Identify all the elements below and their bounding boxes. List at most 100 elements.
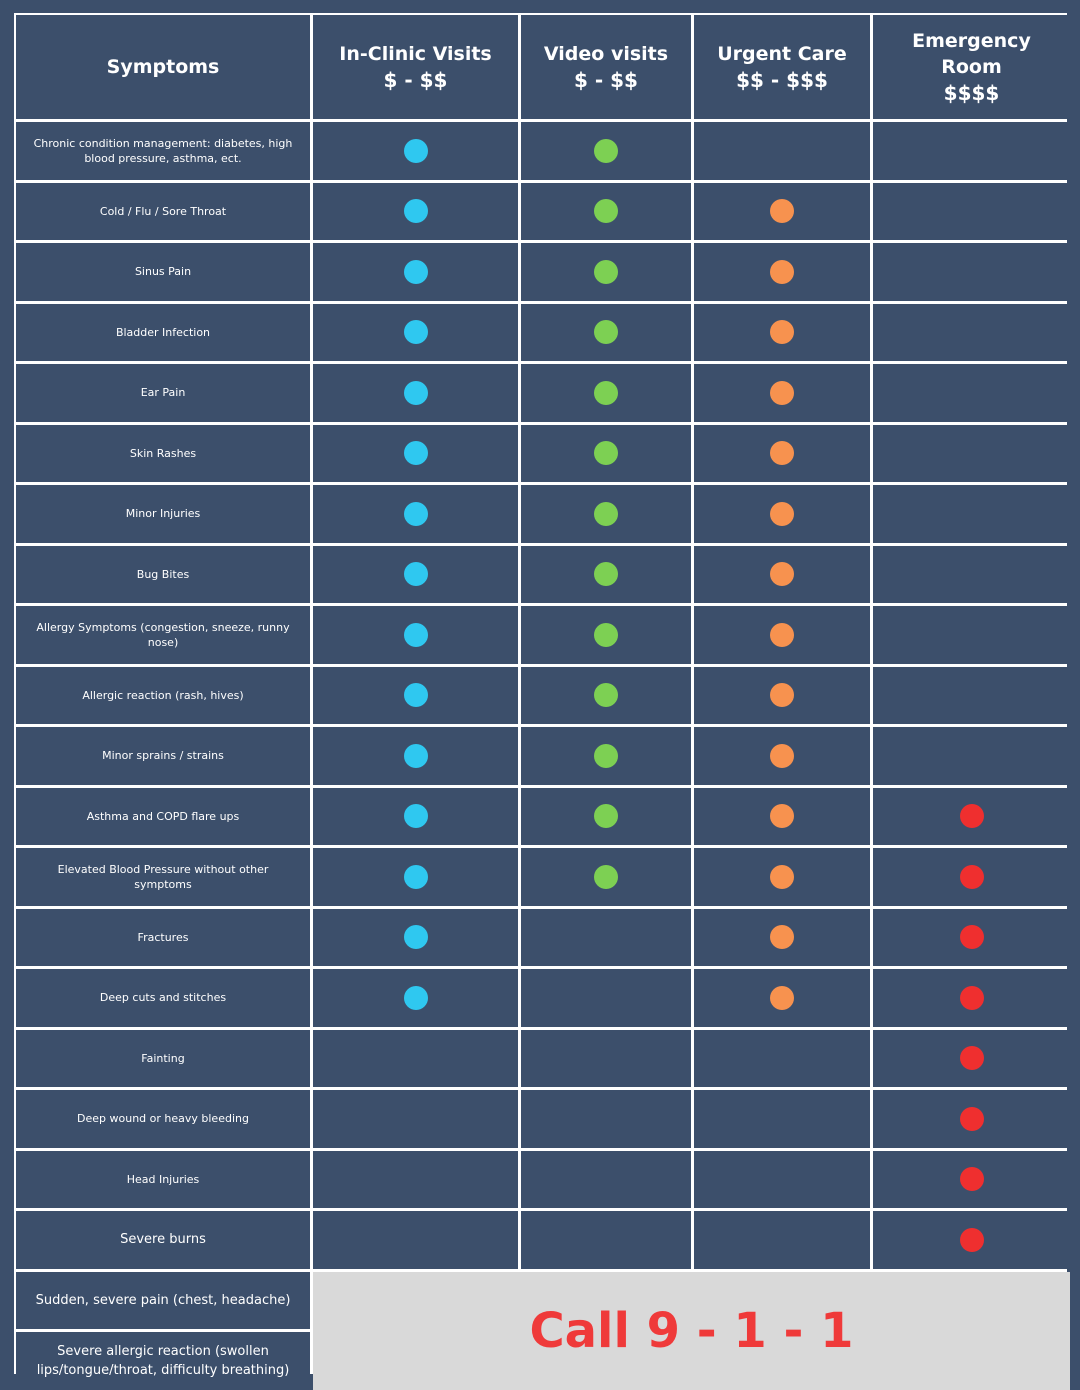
care-cell-urgent-care	[694, 182, 870, 240]
symptom-label: Cold / Flu / Sore Throat	[99, 204, 227, 218]
emergency-room-available-dot-icon	[959, 1046, 984, 1071]
care-cell-emergency-room	[873, 787, 1070, 845]
care-cell-emergency-room	[873, 1090, 1070, 1148]
symptom-label: Ear Pain	[140, 386, 186, 400]
emergency-symptom-cell: Sudden, severe pain (chest, headache)	[16, 1271, 310, 1329]
symptom-label: Deep wound or heavy bleeding	[77, 1112, 249, 1126]
care-cell-video	[521, 666, 691, 724]
symptom-cell: Fainting	[16, 1029, 310, 1087]
header-in-clinic-price: $ - $$	[383, 68, 448, 92]
care-options-table-frame: Symptoms In-Clinic Visits $ - $$ Video v…	[14, 13, 1070, 1390]
header-symptoms: Symptoms	[16, 15, 310, 119]
care-cell-urgent-care	[694, 122, 870, 180]
symptom-label: Sinus Pain	[134, 265, 192, 279]
care-cell-in-clinic	[313, 303, 518, 361]
care-cell-emergency-room	[873, 424, 1070, 482]
care-cell-in-clinic	[313, 545, 518, 603]
care-cell-urgent-care	[694, 848, 870, 906]
care-cell-in-clinic	[313, 122, 518, 180]
care-cell-urgent-care	[694, 1090, 870, 1148]
emergency-room-available-dot-icon	[959, 804, 984, 829]
emergency-symptom-cell: Severe allergic reaction (swollen lips/t…	[16, 1332, 310, 1390]
urgent-care-available-dot-icon	[770, 562, 794, 587]
urgent-care-available-dot-icon	[770, 501, 794, 526]
symptom-cell: Minor Injuries	[16, 485, 310, 543]
symptom-label: Bug Bites	[136, 567, 190, 581]
urgent-care-available-dot-icon	[770, 380, 794, 405]
care-cell-urgent-care	[694, 364, 870, 422]
care-cell-video	[521, 848, 691, 906]
in-clinic-available-dot-icon	[403, 259, 428, 284]
urgent-care-available-dot-icon	[770, 985, 794, 1010]
in-clinic-available-dot-icon	[403, 501, 428, 526]
in-clinic-available-dot-icon	[403, 743, 428, 768]
video-available-dot-icon	[594, 501, 618, 526]
care-cell-emergency-room	[873, 303, 1070, 361]
video-available-dot-icon	[594, 441, 618, 466]
symptom-label: Deep cuts and stitches	[99, 991, 227, 1005]
care-cell-urgent-care	[694, 303, 870, 361]
care-cell-urgent-care	[694, 787, 870, 845]
care-cell-video	[521, 1090, 691, 1148]
urgent-care-available-dot-icon	[770, 259, 794, 284]
emergency-room-available-dot-icon	[959, 985, 984, 1010]
care-cell-emergency-room	[873, 485, 1070, 543]
care-cell-in-clinic	[313, 727, 518, 785]
header-emergency-room: Emergency Room $$$$	[873, 15, 1070, 119]
symptom-label: Fractures	[137, 930, 189, 944]
care-cell-video	[521, 727, 691, 785]
care-cell-in-clinic	[313, 787, 518, 845]
urgent-care-available-dot-icon	[770, 441, 794, 466]
care-cell-urgent-care	[694, 666, 870, 724]
symptom-cell: Chronic condition management: diabetes, …	[16, 122, 310, 180]
care-cell-urgent-care	[694, 908, 870, 966]
care-cell-emergency-room	[873, 969, 1070, 1027]
care-cell-emergency-room	[873, 122, 1070, 180]
header-emergency-room-price: $$$$	[943, 81, 1000, 105]
care-cell-urgent-care	[694, 424, 870, 482]
video-available-dot-icon	[594, 562, 618, 587]
header-urgent-care-name: Urgent Care	[717, 43, 847, 65]
urgent-care-available-dot-icon	[770, 320, 794, 345]
symptom-label: Bladder Infection	[115, 325, 211, 339]
urgent-care-available-dot-icon	[770, 804, 794, 829]
symptom-label: Fainting	[141, 1051, 185, 1065]
care-cell-in-clinic	[313, 848, 518, 906]
header-video-name: Video visits	[543, 43, 669, 65]
emergency-symptom-label: Sudden, severe pain (chest, headache)	[35, 1292, 291, 1308]
care-cell-emergency-room	[873, 1150, 1070, 1208]
in-clinic-available-dot-icon	[403, 985, 428, 1010]
symptom-cell: Head Injuries	[16, 1150, 310, 1208]
in-clinic-available-dot-icon	[403, 864, 428, 889]
symptom-label: Skin Rashes	[129, 446, 197, 460]
care-cell-in-clinic	[313, 424, 518, 482]
header-video-price: $ - $$	[574, 68, 638, 92]
symptom-cell: Ear Pain	[16, 364, 310, 422]
symptom-label: Allergy Symptoms (congestion, sneeze, ru…	[36, 620, 290, 649]
care-cell-emergency-room	[873, 1029, 1070, 1087]
video-available-dot-icon	[594, 864, 618, 889]
header-urgent-care: Urgent Care $$ - $$$	[694, 15, 870, 119]
symptom-cell: Bladder Infection	[16, 303, 310, 361]
care-cell-video	[521, 545, 691, 603]
care-cell-emergency-room	[873, 182, 1070, 240]
care-cell-in-clinic	[313, 182, 518, 240]
symptom-cell: Fractures	[16, 908, 310, 966]
care-cell-in-clinic	[313, 1090, 518, 1148]
symptom-cell: Elevated Blood Pressure without other sy…	[16, 848, 310, 906]
video-available-dot-icon	[594, 743, 618, 768]
header-in-clinic: In-Clinic Visits $ - $$	[313, 15, 518, 119]
symptom-cell: Skin Rashes	[16, 424, 310, 482]
symptom-label: Severe burns	[120, 1232, 206, 1248]
video-available-dot-icon	[594, 259, 618, 284]
in-clinic-available-dot-icon	[403, 138, 428, 163]
in-clinic-available-dot-icon	[403, 441, 428, 466]
care-cell-emergency-room	[873, 727, 1070, 785]
emergency-room-available-dot-icon	[959, 1106, 984, 1131]
header-emergency-room-name: Emergency Room	[912, 30, 1031, 78]
video-available-dot-icon	[594, 138, 618, 163]
symptom-cell: Bug Bites	[16, 545, 310, 603]
care-cell-video	[521, 606, 691, 664]
in-clinic-available-dot-icon	[403, 804, 428, 829]
care-cell-emergency-room	[873, 666, 1070, 724]
